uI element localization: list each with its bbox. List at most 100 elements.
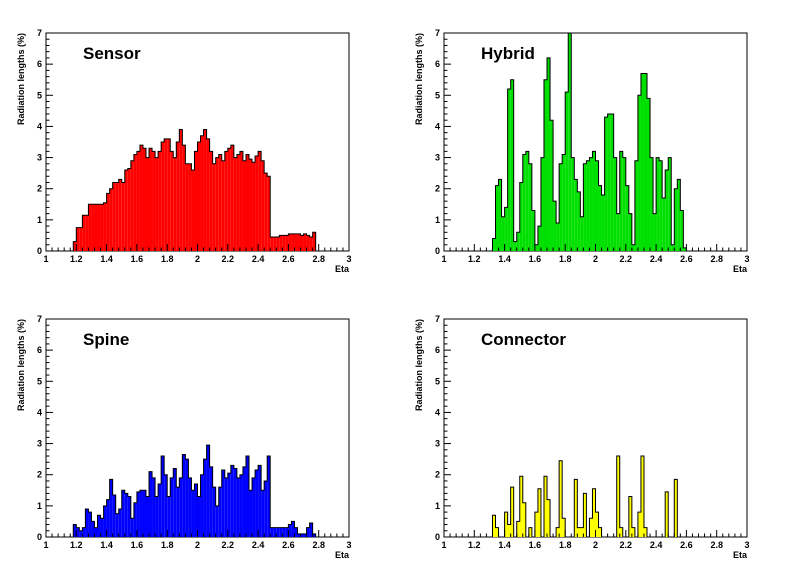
x-tick-label: 1: [441, 540, 446, 550]
y-tick-label: 6: [435, 345, 440, 355]
histogram-bar: [133, 154, 137, 251]
histogram-bar: [574, 179, 578, 251]
histogram-bar: [236, 477, 240, 537]
y-tick-label: 2: [435, 184, 440, 194]
y-tick-label: 3: [435, 439, 440, 449]
histogram-bar: [547, 57, 551, 251]
histogram-bar: [212, 163, 216, 251]
histogram-bar: [616, 213, 620, 251]
x-tick-label: 2.6: [680, 540, 693, 550]
histogram-bar: [252, 477, 256, 537]
histogram-bar: [498, 179, 502, 251]
histogram-bar: [236, 154, 240, 251]
histogram-bar: [276, 236, 280, 251]
x-tick-label: 2.4: [252, 254, 265, 264]
histogram-bar: [224, 151, 228, 251]
histogram-bar: [662, 198, 666, 251]
histogram-bar: [297, 533, 301, 537]
y-tick-label: 1: [37, 215, 42, 225]
histogram-bar: [637, 95, 641, 251]
histogram-bar: [82, 215, 86, 251]
histogram-bar: [547, 499, 551, 537]
histogram-bar: [142, 490, 146, 537]
histogram-bar: [227, 473, 231, 537]
x-tick-label: 2.4: [650, 254, 663, 264]
histogram-bar: [115, 182, 119, 251]
histogram-bar: [550, 120, 554, 251]
histogram-bar: [206, 138, 210, 251]
histogram-bar: [562, 154, 566, 251]
histogram-bar: [510, 79, 514, 252]
histogram-bar: [130, 518, 134, 537]
histogram-bar: [176, 142, 180, 251]
histogram-bar: [543, 79, 548, 252]
histogram-bar: [583, 493, 587, 537]
histogram-bar: [209, 466, 213, 537]
histogram-bar: [595, 160, 599, 251]
histogram-bar: [185, 459, 189, 537]
histogram-bar: [556, 222, 560, 251]
histogram-bar: [127, 496, 131, 537]
histogram-bar: [179, 477, 183, 537]
histogram-bar: [598, 185, 602, 251]
histogram-bar: [224, 477, 228, 537]
histogram-bar: [139, 145, 143, 251]
x-tick-label: 1.6: [529, 540, 542, 550]
panel-title: Spine: [83, 330, 129, 349]
histogram-bar: [91, 204, 95, 251]
histogram-bar: [252, 162, 256, 251]
histogram-bar: [559, 163, 563, 251]
y-tick-label: 4: [435, 407, 440, 417]
histogram-bar: [501, 216, 505, 251]
x-tick-label: 1.2: [70, 540, 83, 550]
histogram-outline: [72, 444, 317, 537]
histogram-bar: [282, 235, 286, 251]
histogram-bar: [267, 176, 271, 251]
histogram-bar: [492, 238, 496, 251]
x-tick-label: 1.8: [161, 254, 174, 264]
chart-panel-connector: 1 1.2 1.4 1.6 1.8 2 2.2 2.4 2.6 2.8 301234567EtaRa…: [414, 314, 750, 560]
histogram-bar: [106, 193, 110, 251]
histogram-bar: [115, 513, 119, 537]
histogram-bar: [619, 151, 623, 251]
histogram-bar: [167, 496, 171, 537]
histogram-bar: [221, 470, 225, 537]
x-tick-label: 2.6: [282, 254, 295, 264]
histogram-bar: [118, 179, 122, 251]
x-tick-label: 2: [195, 254, 200, 264]
x-tick-label: 3: [346, 540, 351, 550]
y-axis-title: Radiation lengths (%): [414, 319, 424, 411]
histogram-bar: [589, 157, 593, 251]
histogram-bar: [203, 129, 207, 251]
histogram-bar: [76, 227, 80, 251]
x-tick-label: 1.8: [559, 540, 572, 550]
histogram-bar: [185, 163, 189, 251]
histogram-bar: [519, 476, 523, 537]
histogram-bar: [647, 98, 651, 252]
histogram-bar: [94, 204, 98, 251]
histogram-bar: [643, 527, 648, 537]
histogram-bar: [206, 445, 210, 537]
histogram-bar: [242, 466, 246, 537]
histogram-bar: [640, 456, 644, 537]
histogram-bar: [106, 499, 110, 537]
histogram-bar: [625, 185, 629, 251]
histogram-bar: [574, 479, 578, 537]
x-tick-label: 2.4: [650, 540, 663, 550]
histogram-bar: [88, 204, 92, 251]
histogram-bar: [109, 479, 113, 537]
x-tick-label: 1: [43, 254, 48, 264]
histogram-bar: [239, 474, 243, 537]
histogram-bar: [562, 518, 566, 537]
y-tick-label: 2: [435, 470, 440, 480]
histogram-bar: [580, 527, 584, 537]
histogram-bars: [492, 33, 687, 252]
histogram-bar: [303, 233, 307, 251]
histogram-bar: [519, 182, 523, 251]
histogram-bar: [616, 456, 620, 537]
histogram-bar: [282, 527, 286, 537]
y-tick-label: 7: [37, 314, 42, 324]
histogram-bar: [522, 502, 526, 537]
histogram-bar: [273, 527, 277, 537]
y-tick-label: 6: [435, 59, 440, 69]
